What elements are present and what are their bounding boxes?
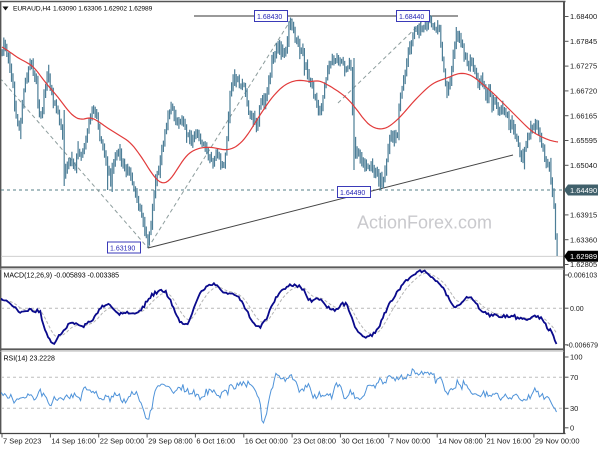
- svg-text:6 Oct 16:00: 6 Oct 16:00: [196, 437, 235, 446]
- svg-text:100: 100: [570, 353, 583, 362]
- svg-text:1.64490: 1.64490: [340, 190, 365, 197]
- svg-text:RSI(14) 23.2228: RSI(14) 23.2228: [4, 356, 55, 363]
- svg-text:1.68440: 1.68440: [399, 14, 424, 21]
- svg-text:14 Nov 08:00: 14 Nov 08:00: [438, 437, 483, 446]
- svg-text:ActionForex.com: ActionForex.com: [357, 213, 492, 233]
- svg-text:23 Oct 08:00: 23 Oct 08:00: [293, 437, 336, 446]
- svg-text:70: 70: [570, 373, 578, 382]
- svg-text:1.68400: 1.68400: [570, 12, 597, 21]
- svg-text:29 Sep 08:00: 29 Sep 08:00: [148, 437, 193, 446]
- svg-text:1.66165: 1.66165: [570, 111, 597, 120]
- svg-text:1.63360: 1.63360: [570, 235, 597, 244]
- svg-text:0: 0: [570, 423, 574, 432]
- svg-text:1.68430: 1.68430: [257, 14, 282, 21]
- svg-text:16 Oct 00:00: 16 Oct 00:00: [245, 437, 288, 446]
- svg-text:1.63915: 1.63915: [570, 211, 597, 220]
- svg-text:7 Sep 2023: 7 Sep 2023: [3, 437, 41, 446]
- svg-text:1.62805: 1.62805: [570, 260, 597, 269]
- svg-text:1.62989: 1.62989: [570, 252, 597, 261]
- svg-text:30 Oct 16:00: 30 Oct 16:00: [341, 437, 384, 446]
- svg-text:0.006103: 0.006103: [568, 273, 597, 280]
- svg-text:1.65040: 1.65040: [570, 161, 597, 170]
- svg-text:1.64490: 1.64490: [570, 186, 597, 195]
- svg-text:1.67845: 1.67845: [570, 37, 597, 46]
- svg-text:1.63190: 1.63190: [110, 246, 135, 253]
- svg-text:MACD(12,26,9) -0.005893 -0.003: MACD(12,26,9) -0.005893 -0.003385: [4, 273, 120, 280]
- svg-text:7 Nov 00:00: 7 Nov 00:00: [390, 437, 430, 446]
- svg-text:21 Nov 16:00: 21 Nov 16:00: [487, 437, 532, 446]
- svg-text:0.00: 0.00: [570, 306, 584, 313]
- svg-text:1.65595: 1.65595: [570, 136, 597, 145]
- svg-text:29 Nov 00:00: 29 Nov 00:00: [535, 437, 580, 446]
- svg-text:22 Sep 00:00: 22 Sep 00:00: [100, 437, 145, 446]
- svg-text:1.66720: 1.66720: [570, 87, 597, 96]
- svg-text:-0.006679: -0.006679: [567, 342, 599, 349]
- svg-text:30: 30: [570, 404, 578, 413]
- svg-text:14 Sep 16:00: 14 Sep 16:00: [51, 437, 96, 446]
- svg-text:EURAUD,H4: EURAUD,H4: [13, 6, 51, 13]
- svg-text:1.67275: 1.67275: [570, 62, 597, 71]
- svg-text:1.63090 1.63306 1.62902 1.6298: 1.63090 1.63306 1.62902 1.62989: [53, 6, 153, 13]
